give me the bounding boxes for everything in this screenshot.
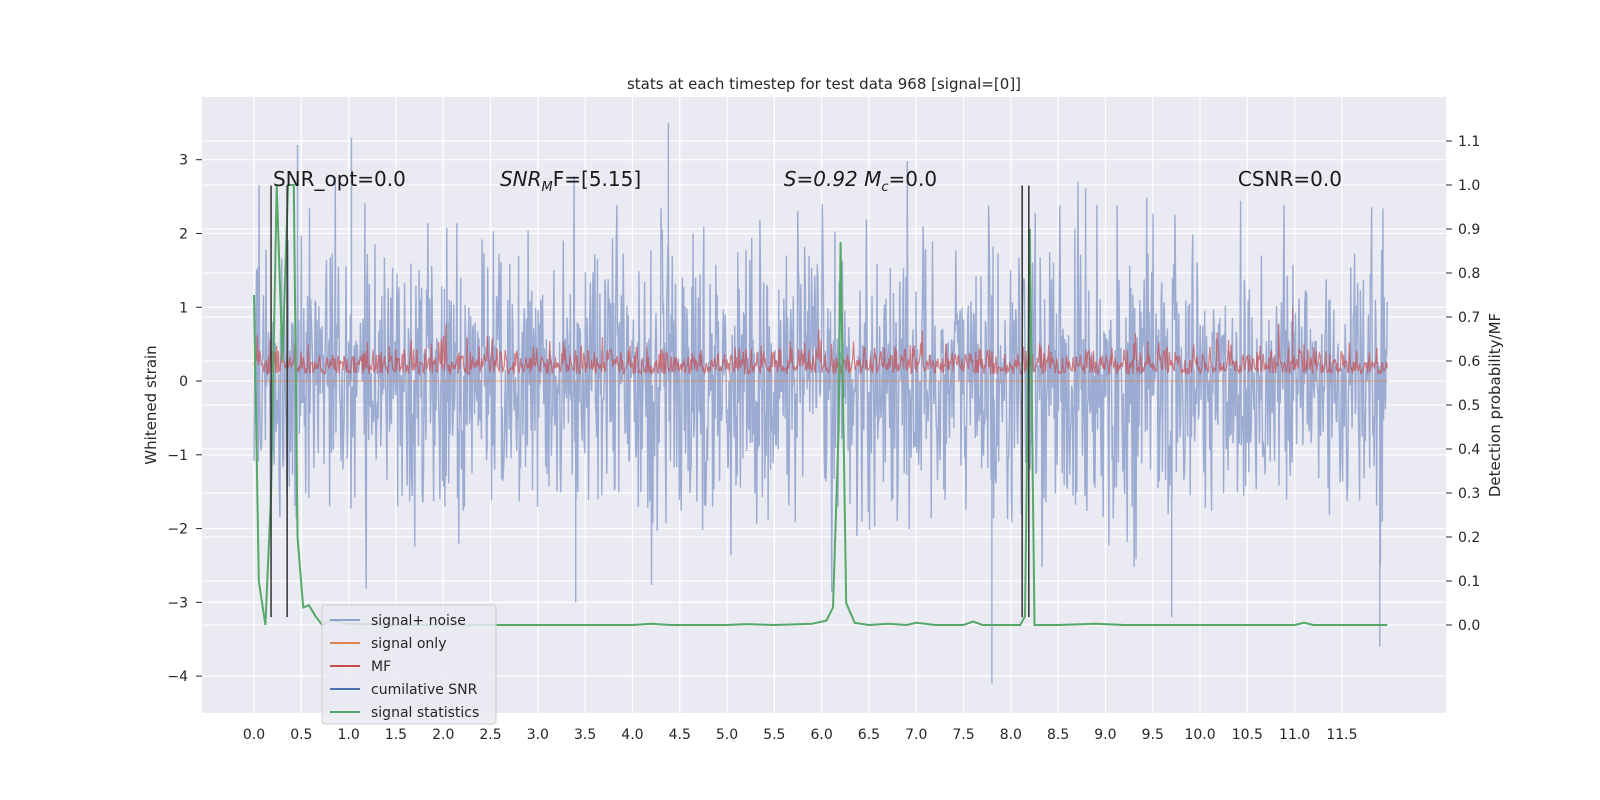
x-tick-label: 1.5 — [385, 727, 407, 743]
x-tick-label: 5.5 — [763, 727, 785, 743]
legend-box — [321, 604, 497, 725]
annotation-layer: SNR_opt=0.0 SNRMF=[5.15] S=0.92 Mc=0.0 CSNR… — [273, 167, 1342, 195]
x-tick-label: 7.0 — [905, 727, 927, 743]
x-tick-label: 0.5 — [290, 727, 312, 743]
x-tick-label: 6.5 — [858, 727, 880, 743]
y-right-tick-label: 0.4 — [1458, 442, 1480, 458]
legend-label: signal only — [371, 636, 446, 652]
y-tick-label: −4 — [167, 669, 188, 685]
x-tick-label: 5.0 — [716, 727, 738, 743]
x-tick-label: 3.0 — [527, 727, 549, 743]
x-tick-label: 9.5 — [1142, 727, 1164, 743]
stat-annotation: SNR_opt=0.0 — [273, 167, 406, 191]
y-right-tick-label: 0.7 — [1458, 310, 1480, 326]
x-tick-label: 9.0 — [1094, 727, 1116, 743]
y-tick-label: 2 — [179, 226, 188, 242]
x-tick-label: 11.5 — [1326, 727, 1357, 743]
x-tick-label: 4.0 — [621, 727, 643, 743]
stat-annotation: SNRMF=[5.15] — [500, 167, 641, 195]
y-tick-label: 0 — [179, 374, 188, 390]
stats-series-layer — [253, 184, 1388, 627]
y-tick-label: −2 — [167, 522, 188, 538]
series-mf — [253, 308, 1388, 376]
y-right-tick-label: 0.9 — [1458, 222, 1480, 238]
y-tick-label: −3 — [167, 595, 188, 611]
y-right-tick-label: 1.1 — [1458, 134, 1480, 150]
noise-series-layer — [253, 122, 1388, 684]
vline-layer — [270, 185, 1030, 618]
x-tick-label: 3.5 — [574, 727, 596, 743]
series-signal-noise — [253, 122, 1388, 684]
series-signal-statistics — [253, 184, 1388, 627]
y-right-tick-label: 0.3 — [1458, 486, 1480, 502]
y-right-axis-label: Detection probability/MF — [1486, 313, 1504, 497]
legend-label: MF — [371, 659, 391, 675]
y-right-tick-label: 0.2 — [1458, 530, 1480, 546]
x-tick-label: 8.0 — [1000, 727, 1022, 743]
x-tick-label: 7.5 — [952, 727, 974, 743]
x-tick-label: 2.5 — [479, 727, 501, 743]
x-tick-label: 11.0 — [1279, 727, 1310, 743]
y-right-tick-label: 0.6 — [1458, 354, 1480, 370]
x-tick-label: 0.0 — [243, 727, 265, 743]
x-tick-label: 4.5 — [669, 727, 691, 743]
y-tick-label: −1 — [167, 448, 188, 464]
legend-label: cumilative SNR — [371, 682, 478, 698]
x-tick-label: 6.0 — [811, 727, 833, 743]
x-tick-label: 2.0 — [432, 727, 454, 743]
mf-series-layer — [253, 308, 1388, 376]
stat-annotation: CSNR=0.0 — [1238, 167, 1342, 191]
y-right-tick-label: 0.8 — [1458, 266, 1480, 282]
chart-title: stats at each timestep for test data 968… — [627, 75, 1021, 93]
tick-label-layer: 0.0 0.5 1.0 1.5 2.0 2.5 3.0 3.5 4.0 4.5 5.0 5.5 6.0 6… — [167, 134, 1480, 743]
y-right-tick-label: 1.0 — [1458, 178, 1480, 194]
y-axis-label: Whitened strain — [142, 345, 160, 464]
x-tick-label: 10.5 — [1232, 727, 1263, 743]
y-right-tick-label: 0.1 — [1458, 574, 1480, 590]
x-tick-label: 10.0 — [1184, 727, 1215, 743]
stat-annotation: S=0.92 Mc=0.0 — [784, 167, 937, 195]
legend-label: signal statistics — [371, 705, 479, 721]
legend-label: signal+ noise — [371, 613, 466, 629]
x-tick-label: 1.0 — [337, 727, 359, 743]
legend: signal+ noise signal only MF cumilative SNR… — [321, 604, 497, 725]
y-tick-label: 1 — [179, 300, 188, 316]
y-right-tick-label: 0.5 — [1458, 398, 1480, 414]
y-tick-label: 3 — [179, 153, 188, 169]
y-right-tick-label: 0.0 — [1458, 618, 1480, 634]
legend-entries: signal+ noise signal only MF cumilative SNR… — [330, 613, 479, 721]
x-tick-label: 8.5 — [1047, 727, 1069, 743]
